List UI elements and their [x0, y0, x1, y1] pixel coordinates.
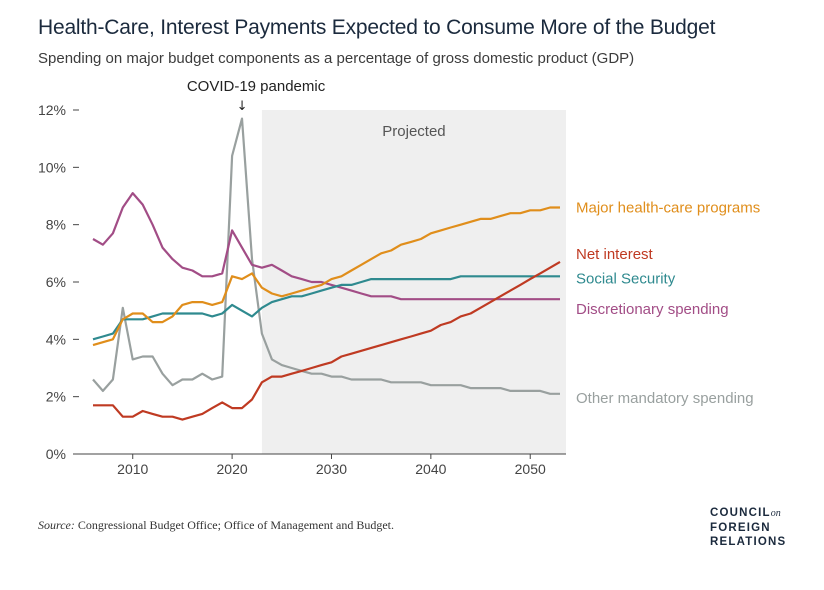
series-lines	[92, 117, 561, 421]
source-text: Congressional Budget Office; Office of M…	[77, 518, 395, 532]
chart-title: Health-Care, Interest Payments Expected …	[38, 16, 716, 39]
chart-subtitle: Spending on major budget components as a…	[38, 50, 635, 67]
source-label: Source:	[38, 518, 75, 532]
y-tick-label: 0%	[46, 446, 66, 462]
series-line-discretionary	[92, 192, 560, 301]
projected-band	[261, 110, 566, 454]
series-line-social-security	[92, 275, 560, 341]
series-label-social-security: Social Security	[576, 270, 676, 287]
y-tick-label: 4%	[46, 331, 66, 347]
series-label-interest: Net interest	[576, 246, 654, 263]
line-chart: Projected 0% 2% 4% 6% 8% 10% 12% 2010 2020 2030 20…	[38, 78, 760, 477]
series-label-health: Major health-care programs	[576, 199, 760, 216]
series-line-health	[92, 206, 560, 347]
x-tick-label: 2050	[515, 461, 546, 477]
series-line-interest	[93, 260, 561, 421]
y-tick-label: 6%	[46, 274, 66, 290]
logo-line3: RELATIONS	[710, 536, 787, 548]
logo-line1: COUNCIL	[710, 507, 771, 519]
x-tick-label: 2010	[117, 461, 148, 477]
y-tick-label: 8%	[46, 217, 66, 233]
series-line-other-mandatory	[92, 117, 560, 395]
covid-arrow-icon: ↓	[237, 99, 248, 114]
y-tick-label: 10%	[38, 159, 66, 175]
x-tick-label: 2020	[217, 461, 248, 477]
series-label-other-mandatory: Other mandatory spending	[576, 390, 754, 407]
source-note: Source: Congressional Budget Office; Off…	[38, 518, 394, 533]
y-tick-label: 12%	[38, 102, 66, 118]
covid-annotation: COVID-19 pandemic	[187, 78, 326, 95]
axes: 0% 2% 4% 6% 8% 10% 12% 2010 2020 2030 2040 2050	[38, 102, 566, 477]
projected-label: Projected	[382, 123, 445, 140]
series-label-discretionary: Discretionary spending	[576, 301, 729, 318]
x-tick-label: 2030	[316, 461, 347, 477]
series-labels: Other mandatory spending Discretionary sp…	[576, 199, 760, 406]
x-tick-label: 2040	[415, 461, 446, 477]
cfr-logo: COUNCILon FOREIGN RELATIONS	[710, 506, 786, 549]
logo-on: on	[770, 508, 781, 519]
logo-line2: FOREIGN	[710, 522, 771, 534]
y-tick-label: 2%	[46, 389, 66, 405]
